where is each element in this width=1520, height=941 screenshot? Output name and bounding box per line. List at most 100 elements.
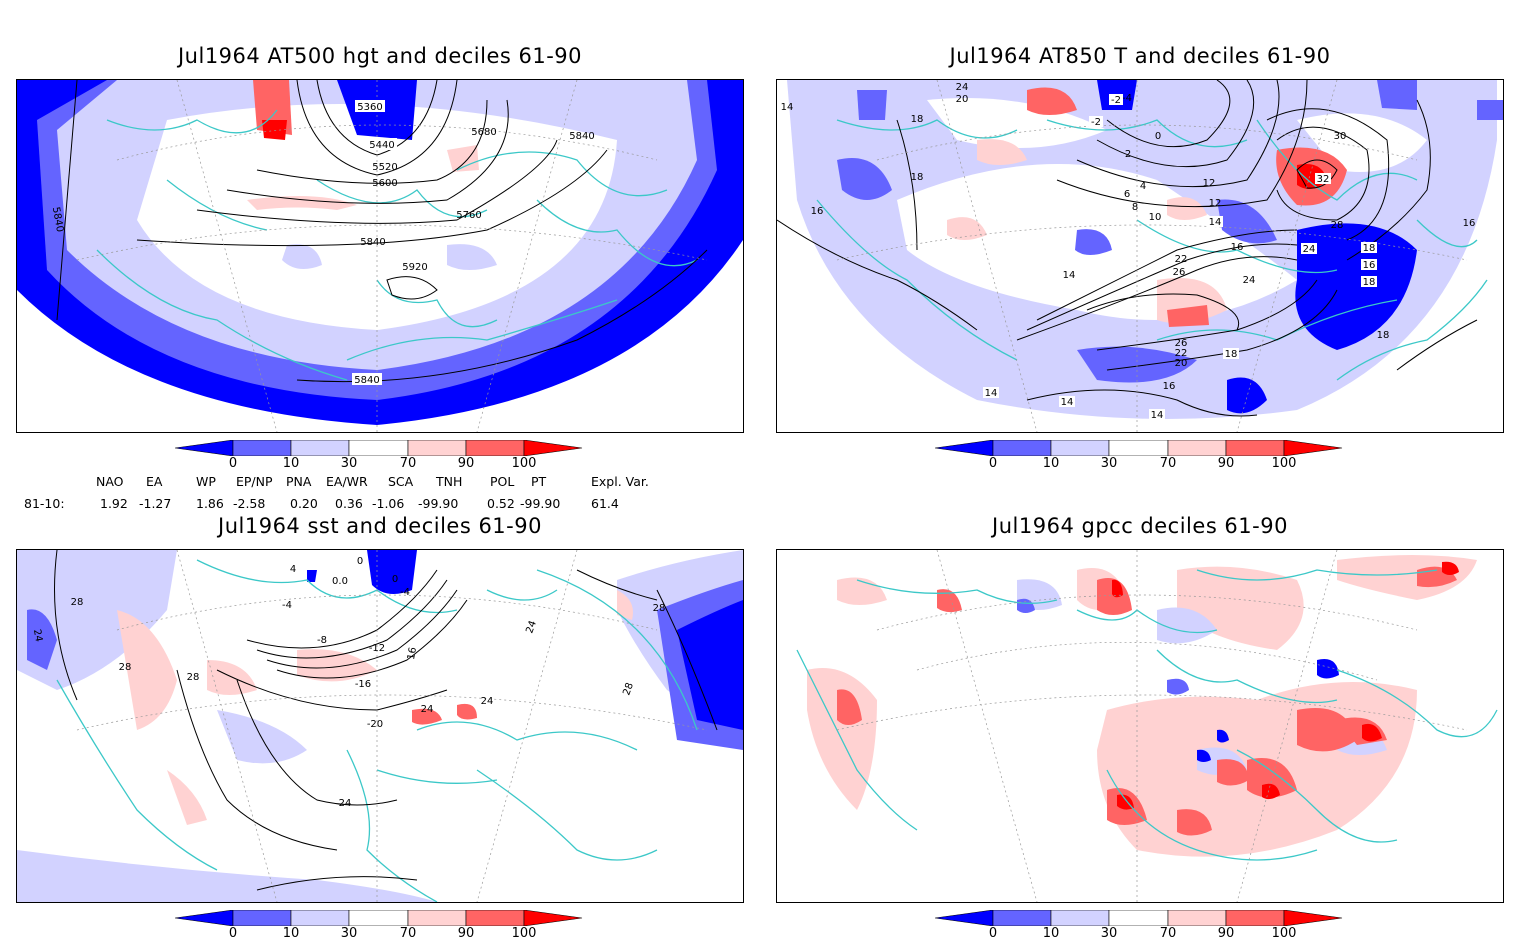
colorbar-tick-label: 70	[1159, 926, 1177, 941]
contour-label: 16	[406, 646, 419, 660]
index-value: -1.06	[372, 496, 405, 511]
index-value: 61.4	[591, 496, 619, 511]
contour-label: 18	[1363, 277, 1376, 288]
decile-negative-patch	[1317, 659, 1339, 679]
colorbar-tick-label: 70	[399, 926, 417, 941]
index-header: PT	[531, 474, 547, 489]
colorbar-tick-label: 10	[282, 926, 300, 941]
contour-label: 28	[71, 597, 84, 608]
contour-label: 6	[1124, 189, 1130, 200]
index-value: 0.20	[290, 496, 318, 511]
contour-label: 0	[1155, 131, 1161, 142]
index-header: Expl. Var.	[591, 474, 649, 489]
contour-label: 24	[339, 798, 352, 809]
contour-label: 26	[1173, 267, 1186, 278]
contour-label: 28	[621, 681, 636, 697]
contour-label: 12	[1209, 198, 1222, 209]
panel-title-at500: Jul1964 AT500 hgt and deciles 61-90	[177, 44, 583, 68]
contour-label: -16	[355, 679, 371, 690]
contour-label: -4	[1122, 93, 1132, 104]
index-value: -99.90	[520, 496, 561, 511]
colorbar-tick-label: 10	[1042, 926, 1060, 941]
contour-label: 24	[1303, 244, 1316, 255]
index-value: 0.36	[335, 496, 363, 511]
colorbar-tick-label: 70	[1159, 456, 1177, 471]
contour-label: 5600	[372, 178, 397, 189]
colorbar-tick-label: 90	[1217, 456, 1235, 471]
contour-label: 24	[31, 628, 44, 642]
contour-label: 4	[1140, 181, 1146, 192]
colorbar-tick-label: 90	[457, 926, 475, 941]
contour-label: -2	[1091, 117, 1101, 128]
index-header: WP	[196, 474, 216, 489]
colorbar-tick-label: 30	[340, 456, 358, 471]
index-value: -99.90	[418, 496, 459, 511]
panel-title-gpcc: Jul1964 gpcc deciles 61-90	[992, 514, 1288, 538]
index-header: EP/NP	[236, 474, 273, 489]
index-header: POL	[490, 474, 515, 489]
contour-label: 20	[956, 94, 969, 105]
colorbar-tick-label: 0	[228, 456, 238, 471]
contour-label: 18	[1225, 349, 1238, 360]
contour-label: 18	[911, 172, 924, 183]
contour-label: 18	[1377, 330, 1390, 341]
contour-label: -4	[400, 587, 410, 598]
contour-label: 5840	[50, 206, 65, 233]
contour-label: 14	[985, 388, 998, 399]
colorbar-tick-label: 0	[988, 456, 998, 471]
contour-label: -2	[1111, 95, 1121, 106]
contour-label: 0	[357, 556, 363, 567]
contour-label: 22	[1175, 254, 1188, 265]
contour-label: 32	[1317, 174, 1330, 185]
contour-label: 16	[1231, 242, 1244, 253]
colorbar-tick-label: 100	[1271, 926, 1297, 941]
index-value: 1.86	[196, 496, 224, 511]
contour-label: 14	[781, 102, 794, 113]
contour-label: 14	[1063, 270, 1076, 281]
contour-label: 28	[653, 603, 666, 614]
contour-label: 18	[1363, 243, 1376, 254]
contour-label: 16	[1363, 260, 1376, 271]
teleconnection-indices: NAO EA WP EP/NP PNA EA/WR SCA TNH POL PT…	[24, 474, 744, 514]
colorbar-tick-label: 30	[1100, 926, 1118, 941]
colorbar-tick-label: 10	[282, 456, 300, 471]
contour-label: 2	[1125, 149, 1131, 160]
contour-label: 24	[524, 619, 539, 635]
index-header: NAO	[96, 474, 124, 489]
contour-label: 5920	[402, 262, 427, 273]
contour-label: -8	[317, 635, 327, 646]
contour-label: 24	[421, 704, 434, 715]
contour-label: 5840	[569, 131, 594, 142]
contour-label: 14	[1151, 410, 1164, 421]
map-at850-temperature: 24 20 14 18 -4 -2 -2 0 2 4 6 8 10 12 12 …	[776, 79, 1504, 433]
contour-label: -4	[282, 600, 292, 611]
index-row-label: 81-10:	[24, 496, 65, 511]
contour-label: 0.0	[332, 576, 348, 587]
contour-label: 5840	[354, 375, 379, 386]
contour-label: 5840	[360, 237, 385, 248]
contour-label: 12	[1203, 178, 1216, 189]
map-sst: 0 4 0.0 0 -4 -8 -4 -12 16 -16 -20 24 24 …	[16, 549, 744, 903]
map-gpcc-precipitation	[776, 549, 1504, 903]
contour-label: -20	[367, 719, 383, 730]
colorbar-at500: 0 10 30 70 90 100	[175, 440, 595, 471]
contour-label: 24	[956, 82, 969, 93]
panel-title-at850: Jul1964 AT850 T and deciles 61-90	[949, 44, 1331, 68]
colorbar-tick-label: 10	[1042, 456, 1060, 471]
decile-weak-negative-region	[17, 550, 177, 690]
index-header: EA/WR	[326, 474, 368, 489]
contour-label: 14	[1209, 217, 1222, 228]
colorbar-gpcc: 0 10 30 70 90 100	[935, 910, 1355, 941]
index-value: -1.27	[139, 496, 172, 511]
contour-label: 5520	[372, 162, 397, 173]
index-value: 0.52	[487, 496, 515, 511]
contour-label: 10	[1149, 212, 1162, 223]
map-at500-hgt: 5360 5440 5520 5600 5680 5760 5840 5840 …	[16, 79, 744, 433]
index-value: 1.92	[100, 496, 128, 511]
contour-label: -12	[369, 643, 385, 654]
contour-label: 30	[1334, 131, 1347, 142]
index-value: -2.58	[233, 496, 266, 511]
contour-label: 5440	[369, 140, 394, 151]
colorbar-tick-label: 100	[511, 926, 537, 941]
colorbar-tick-label: 0	[228, 926, 238, 941]
